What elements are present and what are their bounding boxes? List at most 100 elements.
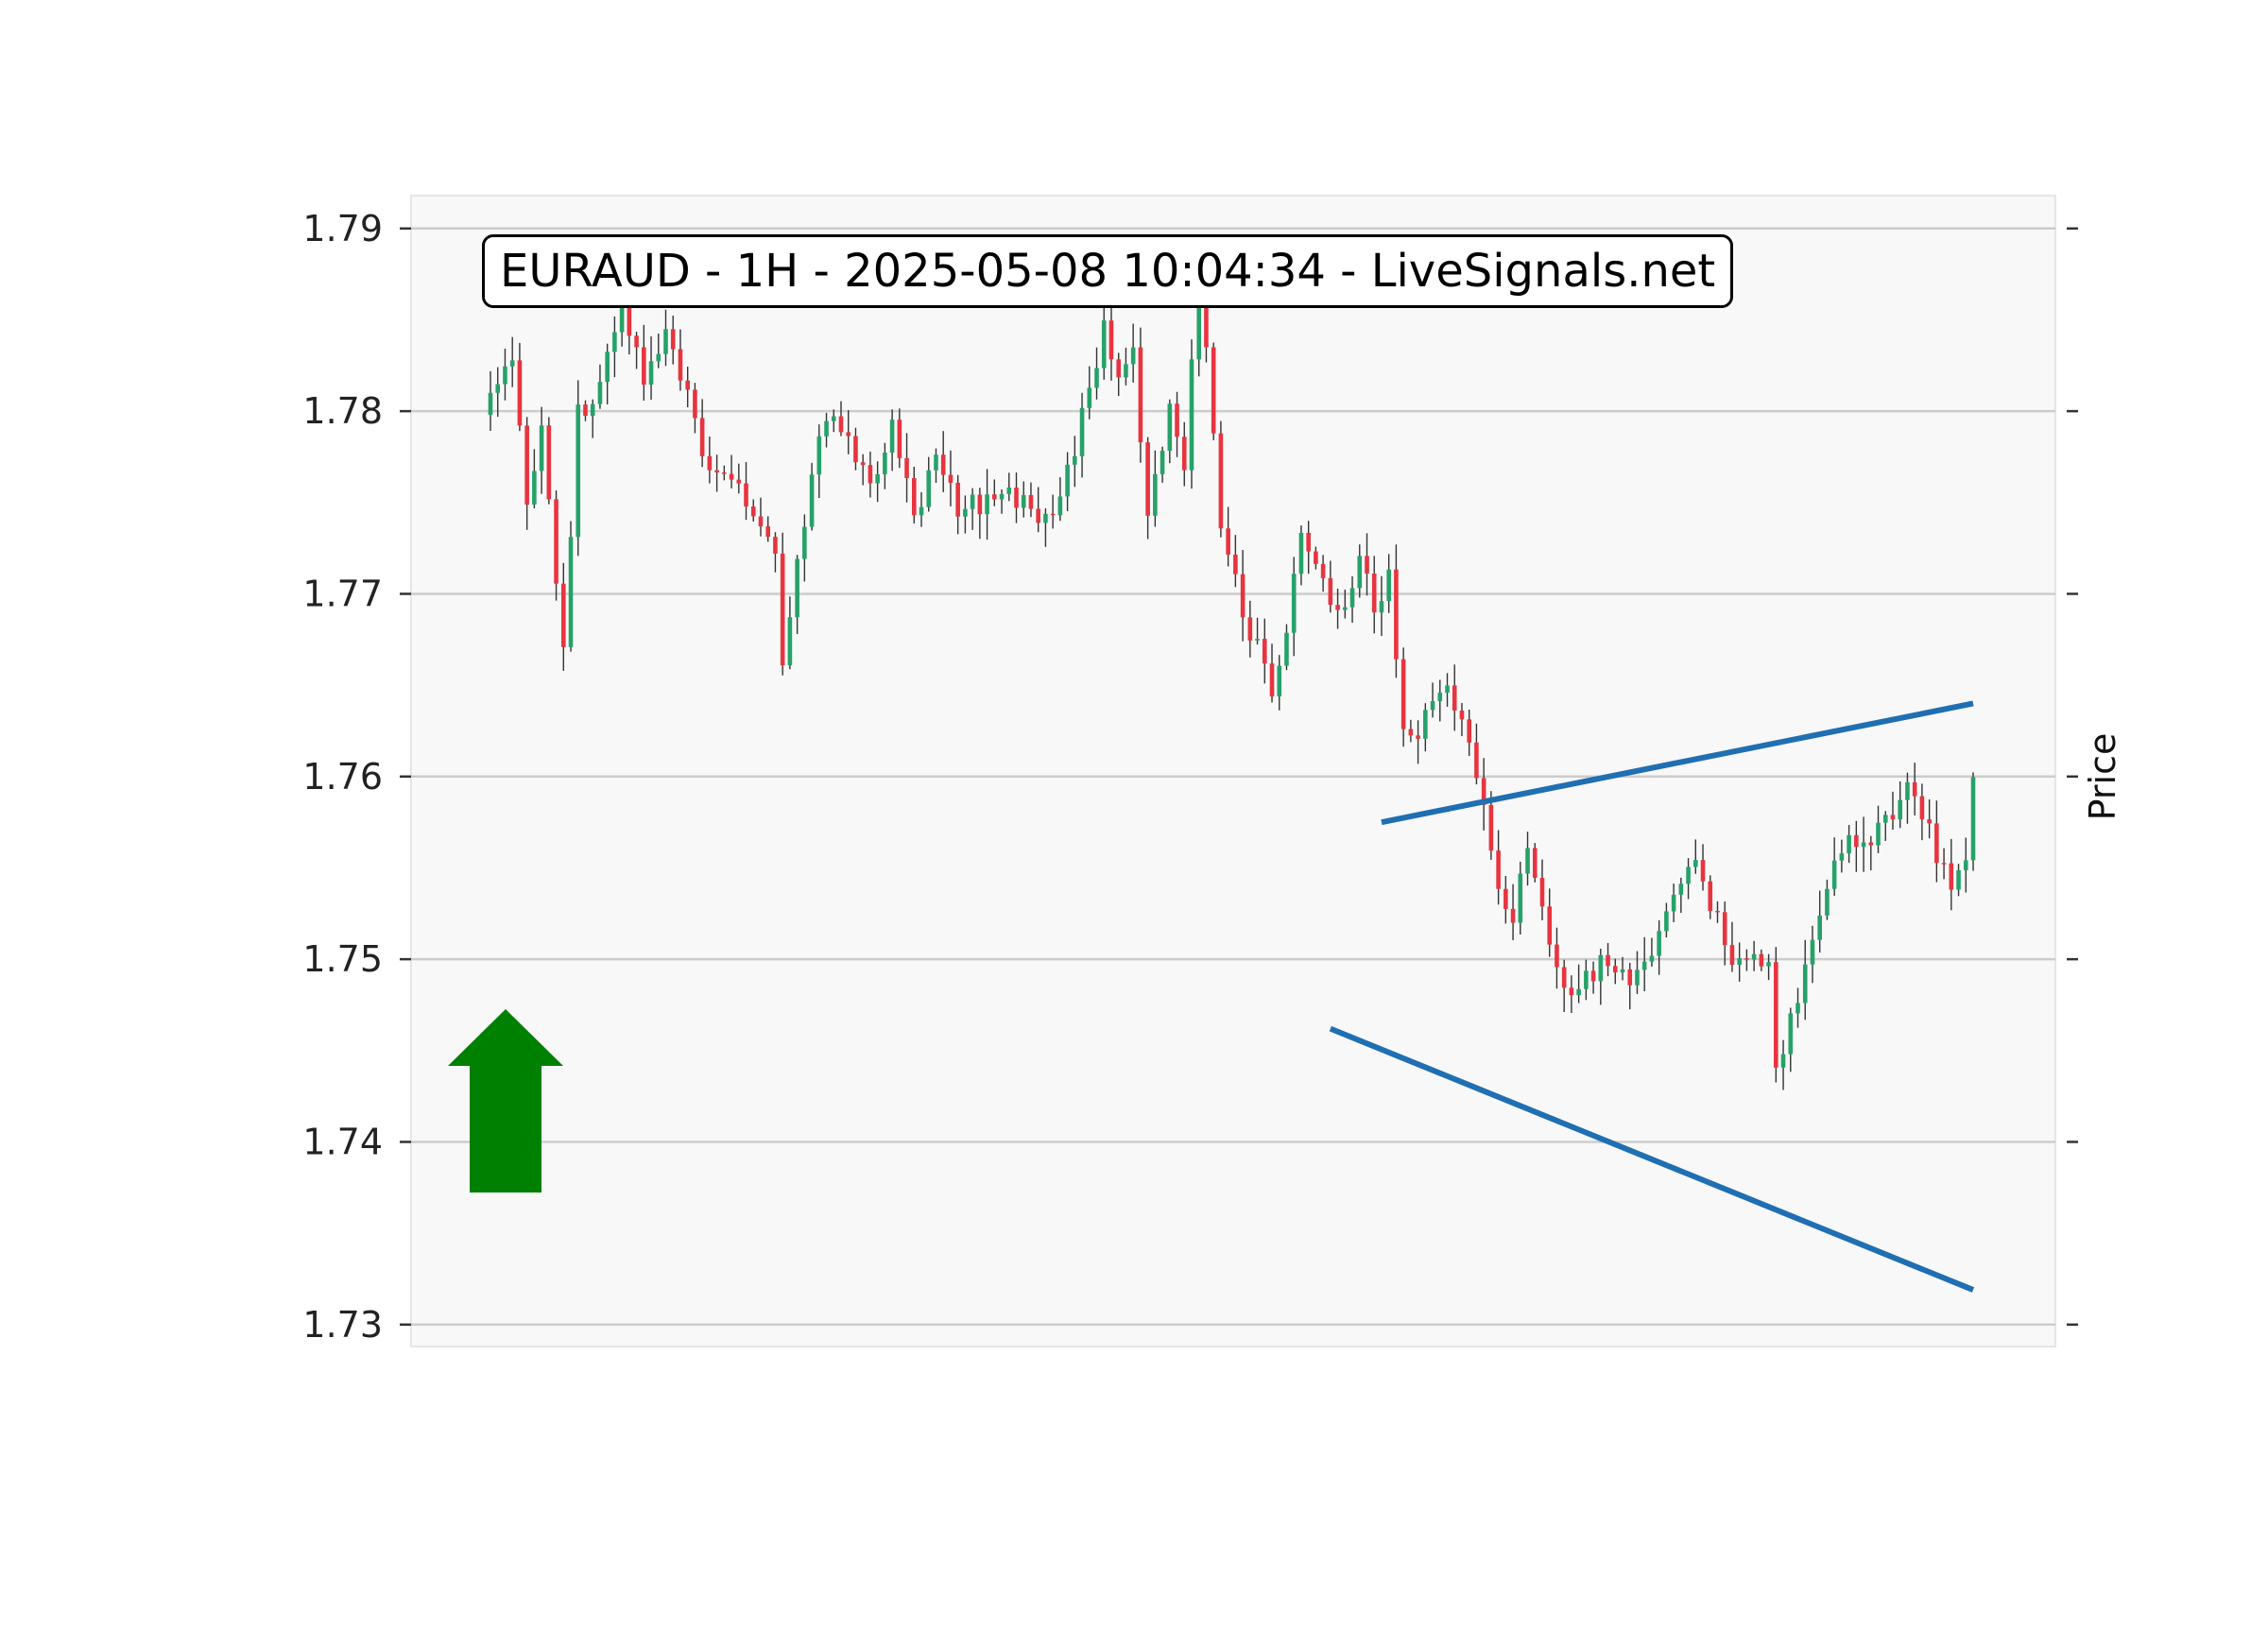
candle-up xyxy=(1525,848,1530,874)
candle-up xyxy=(568,537,574,647)
candle-down xyxy=(948,474,954,483)
candle-up xyxy=(605,352,610,383)
candle-down xyxy=(1555,944,1559,968)
candle-down xyxy=(1488,804,1494,851)
trendline xyxy=(1329,1025,1975,1293)
candle-up xyxy=(1802,964,1808,1004)
chart-title: EURAUD - 1H - 2025-05-08 10:04:34 - Live… xyxy=(482,234,1734,308)
candle-down xyxy=(992,494,997,500)
candle-up xyxy=(648,361,654,386)
candle-down xyxy=(911,477,917,516)
candle-up xyxy=(970,494,975,509)
candle-up xyxy=(1737,958,1742,966)
candle-down xyxy=(1890,815,1896,820)
candle-down xyxy=(897,420,902,458)
candle-down xyxy=(1028,494,1034,509)
candle-up xyxy=(1386,569,1391,602)
candle-up xyxy=(934,455,938,471)
candle-down xyxy=(1854,834,1859,848)
candle-up xyxy=(1423,710,1428,739)
candle-up xyxy=(831,416,836,421)
y-axis-right xyxy=(2067,227,2078,1327)
candle-down xyxy=(1320,563,1326,578)
candle-down xyxy=(744,483,748,506)
candle-down xyxy=(1138,347,1143,443)
candle-down xyxy=(1627,969,1633,986)
candle-down xyxy=(524,425,529,505)
candle-up xyxy=(1160,451,1165,474)
y-axis-left: 1.73 1.74 1.75 1.76 1.77 1.78 1.79 xyxy=(302,208,411,1346)
candle-down xyxy=(1181,437,1187,471)
candle-up xyxy=(1831,860,1837,889)
candle-up xyxy=(1641,961,1647,970)
candle-down xyxy=(1539,877,1545,907)
candle-up xyxy=(539,425,544,472)
candle-down xyxy=(1941,863,1947,865)
candle-down xyxy=(1912,781,1917,797)
candle-down xyxy=(1306,532,1311,552)
candle-down xyxy=(627,289,632,336)
candle-up xyxy=(795,558,799,618)
candle-up xyxy=(787,617,793,666)
candle-up xyxy=(1796,1003,1800,1014)
candle-up xyxy=(1153,473,1158,516)
candle-up xyxy=(495,384,501,393)
candle-up xyxy=(576,404,581,538)
candle-up xyxy=(1817,915,1822,940)
candle-up xyxy=(532,471,537,505)
candle-up xyxy=(1635,969,1640,986)
candle-down xyxy=(1919,796,1925,820)
candle-down xyxy=(1700,860,1706,882)
candle-down xyxy=(1116,359,1121,378)
candle-down xyxy=(1145,442,1150,516)
y-axis-label: Price xyxy=(2082,733,2123,821)
candle-down xyxy=(904,457,909,478)
candle-up xyxy=(1445,685,1450,694)
candle-down xyxy=(1036,508,1040,523)
candle-down xyxy=(860,462,866,466)
candle-up xyxy=(1876,822,1881,846)
candle-up xyxy=(488,392,493,415)
candle-up xyxy=(1065,464,1070,497)
candle-up xyxy=(1649,955,1655,962)
candle-down xyxy=(1722,912,1727,946)
candle-down xyxy=(765,526,771,538)
candle-up xyxy=(1130,347,1136,365)
y-tick-label: 1.73 xyxy=(302,1304,383,1346)
y-tick-label: 1.75 xyxy=(302,938,383,980)
candle-up xyxy=(1576,988,1581,996)
candle-down xyxy=(1503,888,1508,909)
candle-down xyxy=(1050,513,1056,516)
candle-down xyxy=(1708,881,1713,911)
candle-down xyxy=(634,335,639,348)
trendline xyxy=(1381,700,1974,826)
candle-up xyxy=(1043,513,1048,523)
candle-up xyxy=(663,329,668,354)
candle-up xyxy=(1057,496,1063,516)
candle-down xyxy=(1774,962,1778,1068)
candle-down xyxy=(853,436,858,463)
gridlines xyxy=(411,227,2055,1327)
candle-down xyxy=(1459,710,1465,720)
candle-down xyxy=(546,425,552,500)
candle-up xyxy=(883,452,887,474)
candle-up xyxy=(1751,953,1757,960)
candle-up xyxy=(802,526,807,559)
candle-down xyxy=(722,472,727,474)
candle-down xyxy=(1547,906,1553,945)
candle-up xyxy=(612,332,617,352)
candle-down xyxy=(1314,551,1318,564)
candle-down xyxy=(1934,823,1939,864)
candle-up xyxy=(1124,364,1128,378)
candle-up xyxy=(1343,607,1348,610)
candle-down xyxy=(560,583,566,647)
candle-up xyxy=(809,474,815,527)
candle-up xyxy=(1073,455,1077,465)
candle-up xyxy=(619,289,625,333)
candle-up xyxy=(1518,873,1523,923)
candle-down xyxy=(780,553,785,666)
candles xyxy=(488,243,1976,1090)
candle-up xyxy=(1678,884,1684,895)
candle-up xyxy=(503,366,507,385)
candle-up xyxy=(999,493,1005,500)
